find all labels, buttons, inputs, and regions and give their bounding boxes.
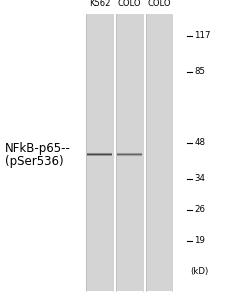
Text: 26: 26: [194, 206, 205, 214]
Text: (kD): (kD): [190, 267, 208, 276]
Text: COLO: COLO: [118, 0, 141, 8]
Text: 85: 85: [194, 68, 205, 76]
Text: COLO: COLO: [147, 0, 171, 8]
Bar: [146, 14, 172, 291]
Text: 48: 48: [194, 138, 205, 147]
Text: 34: 34: [194, 174, 205, 183]
Text: 117: 117: [194, 32, 211, 40]
Bar: [116, 14, 142, 291]
Text: NFkB-p65--: NFkB-p65--: [5, 142, 71, 155]
Text: 19: 19: [194, 236, 205, 245]
Text: (pSer536): (pSer536): [5, 154, 63, 168]
Bar: [87, 14, 113, 291]
Text: K562: K562: [89, 0, 110, 8]
